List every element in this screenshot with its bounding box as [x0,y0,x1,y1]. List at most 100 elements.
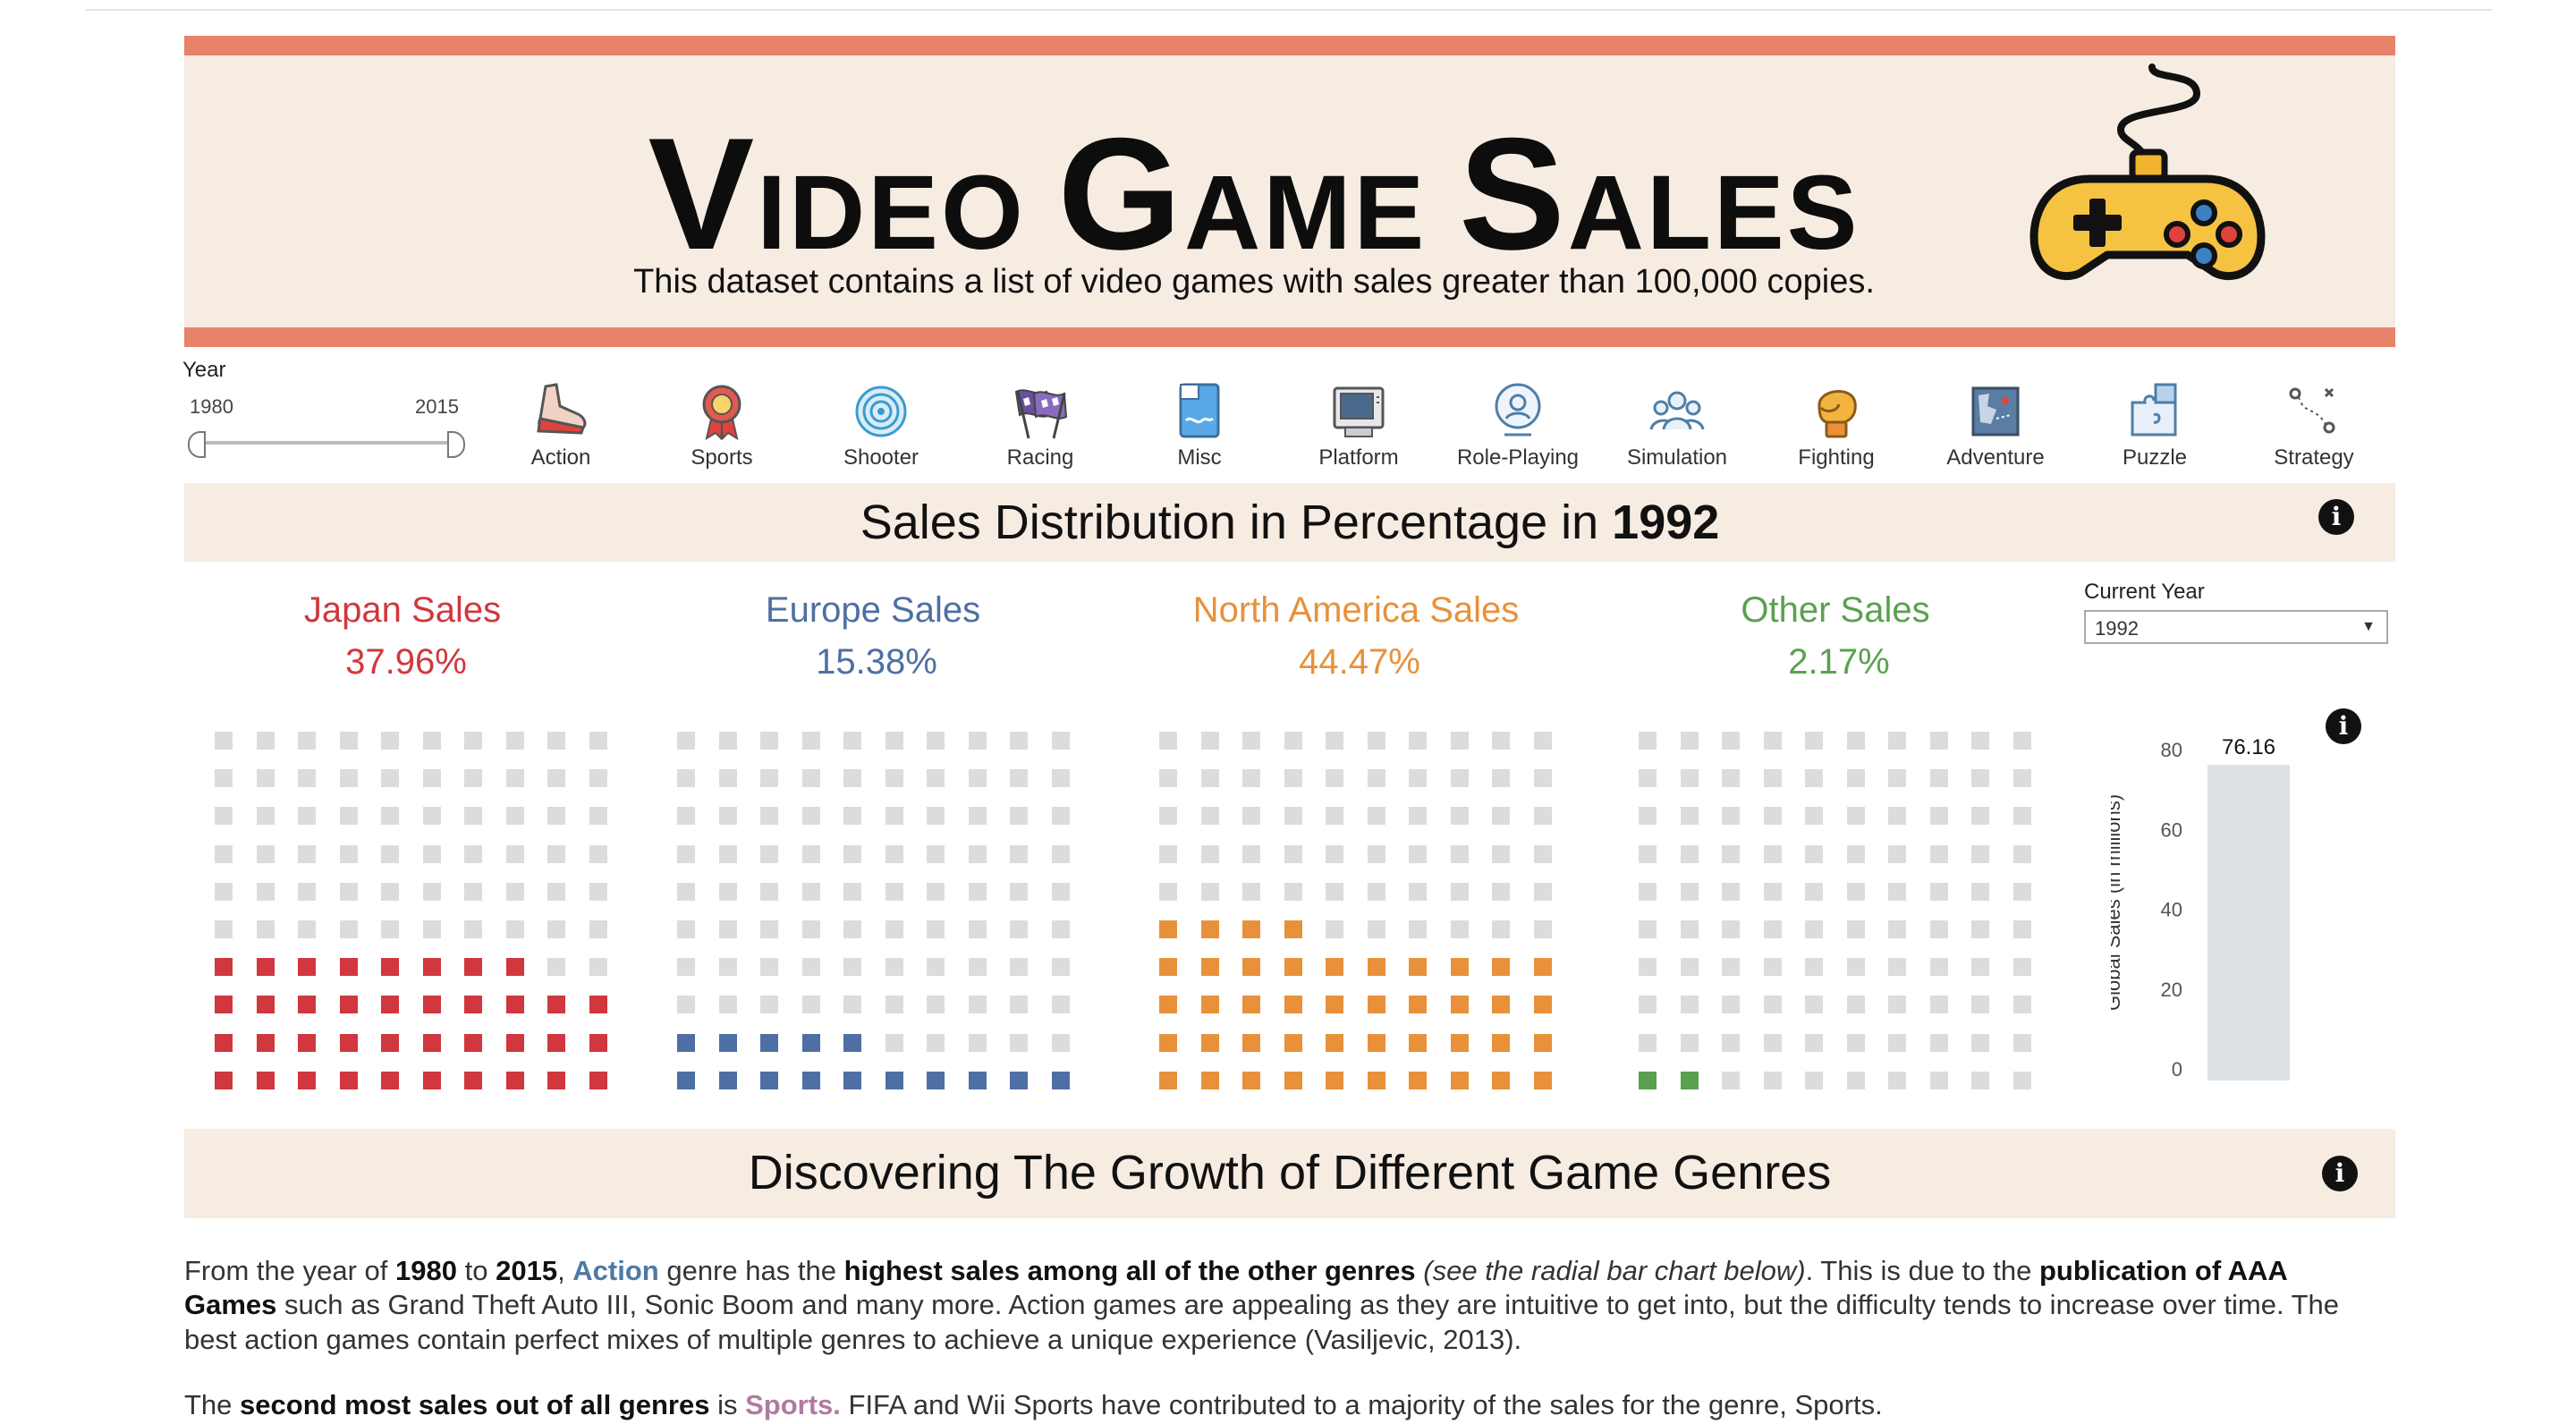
waffle-cell [464,732,482,750]
waffle-cell [1200,996,1219,1014]
waffle-cell [1805,769,1823,788]
waffle-cell [843,732,861,750]
waffle-cell [801,732,820,750]
waffle-cell [1533,882,1552,901]
waffle-cell [1450,882,1469,901]
waffle-cell [1200,1071,1219,1089]
genre-filter-shooter[interactable]: Shooter [801,379,961,470]
waffle-cell [968,920,987,938]
waffle-cell [381,844,399,863]
distribution-info-icon[interactable]: i [2318,499,2354,535]
sales-chart-info-icon[interactable]: i [2326,708,2361,744]
waffle-cell [1639,807,1657,826]
waffle-cell [1051,920,1070,938]
waffle-cell [1200,844,1219,863]
genre-label-strategy: Strategy [2274,445,2354,470]
waffle-cell [1010,882,1028,901]
year-slider-min-handle[interactable] [188,431,206,458]
target-icon [855,386,907,437]
year-slider-max-handle[interactable] [447,431,465,458]
other-sales-title: Other Sales [1741,590,1930,630]
waffle-cell [2012,1033,2031,1052]
waffle-cell [760,958,778,977]
waffle-cell [1846,996,1865,1014]
waffle-cell [2012,1071,2031,1089]
waffle-cell [215,807,233,826]
waffle-cell [1159,882,1177,901]
growth-heading-bar: Discovering The Growth of Different Game… [184,1129,2395,1218]
waffle-cell [760,1071,778,1089]
waffle-cell [1367,996,1385,1014]
waffle-cell [381,996,399,1014]
genre-filter-role-playing[interactable]: Role-Playing [1438,379,1597,470]
waffle-cell [422,1071,441,1089]
current-year-dropdown[interactable]: 1992 ▼ [2084,610,2388,644]
waffle-cell [718,769,737,788]
waffle-cell [1409,769,1427,788]
page-title: VIDEO GAME SALES [184,114,2324,274]
waffle-cell [1533,732,1552,750]
waffle-cell [1971,807,1989,826]
title-word-video: VIDEO [648,105,1026,283]
waffle-cell [1846,732,1865,750]
genre-filter-strategy[interactable]: Strategy [2234,379,2394,470]
genre-filter-simulation[interactable]: Simulation [1597,379,1757,470]
year-slider-track[interactable] [197,441,460,445]
genre-filter-platform[interactable]: Platform [1279,379,1438,470]
waffle-cell [1888,958,1906,977]
waffle-cell [1284,844,1302,863]
genre-filter-action[interactable]: Action [481,379,640,470]
waffle-cell [968,844,987,863]
waffle-cell [1200,958,1219,977]
y-tick-label: 0 [2172,1058,2182,1081]
japan-waffle [215,732,608,1089]
waffle-cell [1533,807,1552,826]
genre-filter-puzzle[interactable]: Puzzle [2075,379,2234,470]
waffle-cell [801,882,820,901]
medal-icon [702,385,741,441]
waffle-cell [927,807,945,826]
waffle-cell [718,996,737,1014]
genre-filter-adventure[interactable]: Adventure [1916,379,2075,470]
waffle-cell [1763,732,1782,750]
waffle-cell [1159,958,1177,977]
waffle-cell [1051,1071,1070,1089]
waffle-cell [1929,1033,1948,1052]
waffle-cell [422,732,441,750]
waffle-cell [589,1071,607,1089]
waffle-cell [298,844,316,863]
waffle-cell [1010,958,1028,977]
waffle-cell [215,769,233,788]
growth-info-icon[interactable]: i [2322,1156,2358,1191]
waffle-cell [256,882,275,901]
waffle-cell [547,958,565,977]
waffle-cell [1888,1071,1906,1089]
genre-filter-racing[interactable]: Racing [961,379,1120,470]
waffle-cell [1326,996,1343,1014]
waffle-cell [505,844,524,863]
waffle-cell [2012,920,2031,938]
waffle-cell [1680,1071,1699,1089]
waffle-cell [718,807,737,826]
waffle-cell [885,807,903,826]
genre-filter-fighting[interactable]: Fighting [1757,379,1916,470]
growth-paragraph-2: The second most sales out of all genres … [184,1389,1883,1420]
waffle-cell [1409,958,1427,977]
waffle-cell [1326,732,1343,750]
waffle-cell [968,1033,987,1052]
waffle-cell [1846,807,1865,826]
waffle-cell [1242,769,1260,788]
waffle-cell [843,844,861,863]
waffle-cell [927,769,945,788]
waffle-cell [464,882,482,901]
genre-filter-misc[interactable]: Misc [1120,379,1279,470]
waffle-cell [547,807,565,826]
waffle-cell [1722,920,1740,938]
genre-label-sports: Sports [691,445,753,470]
waffle-cell [801,769,820,788]
waffle-cell [1051,732,1070,750]
genre-filter-sports[interactable]: Sports [642,379,801,470]
waffle-cell [339,769,358,788]
computer-icon [1333,386,1385,437]
genre-label-shooter: Shooter [843,445,919,470]
